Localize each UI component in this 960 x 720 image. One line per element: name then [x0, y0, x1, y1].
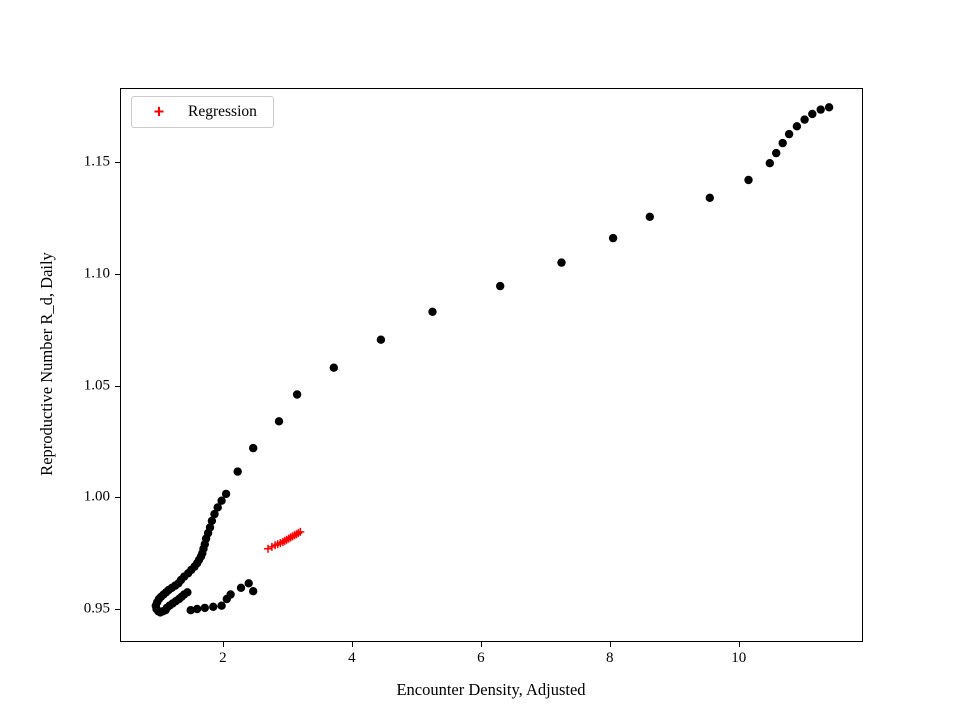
data-point: [183, 588, 192, 597]
data-point: [645, 212, 654, 221]
y-tick-mark: [115, 385, 120, 387]
data-point: [209, 602, 218, 611]
data-point: [816, 105, 825, 114]
data-point: [200, 603, 209, 613]
y-tick-mark: [115, 273, 120, 275]
x-axis-label: Encounter Density, Adjusted: [396, 680, 586, 699]
data-point: [226, 590, 235, 599]
data-point: [557, 258, 566, 267]
y-tick-mark: [115, 162, 120, 164]
x-tick-mark: [480, 642, 482, 647]
data-point: [213, 503, 222, 512]
data-point: [800, 115, 809, 124]
y-tick-label: 1.05: [83, 377, 110, 394]
y-tick-label: 0.95: [83, 600, 110, 617]
data-point: [192, 604, 202, 614]
data-point: [186, 606, 195, 615]
data-point: [772, 148, 781, 158]
data-point: [210, 509, 219, 519]
data-point: [792, 122, 802, 131]
data-point: [376, 335, 386, 344]
x-tick-label: 6: [477, 650, 485, 666]
data-point: [236, 583, 246, 592]
data-point: [608, 233, 618, 243]
data-point: [784, 129, 794, 139]
regression-point: [264, 544, 272, 553]
data-point: [765, 159, 774, 168]
x-tick-label: 4: [348, 650, 356, 666]
regression-point: [296, 527, 305, 536]
data-point: [233, 467, 242, 476]
data-point: [428, 307, 437, 316]
x-tick-mark: [738, 642, 740, 647]
x-tick-label: 8: [606, 650, 614, 666]
y-tick-label: 1.00: [83, 488, 110, 505]
y-axis-label: Reproductive Number R_d, Daily: [37, 252, 56, 476]
x-tick-mark: [609, 642, 611, 647]
legend-label: Regression: [188, 103, 257, 120]
x-tick-label: 10: [731, 650, 747, 666]
y-tick-mark: [115, 497, 120, 499]
legend: + Regression: [131, 96, 274, 128]
data-point: [808, 109, 817, 119]
data-point: [207, 516, 217, 525]
data-point: [205, 523, 215, 532]
data-point: [824, 103, 834, 112]
data-point: [217, 601, 226, 610]
data-point: [744, 175, 753, 185]
data-point: [249, 587, 258, 596]
data-point: [496, 281, 505, 291]
data-point: [705, 193, 714, 202]
x-tick-label: 2: [219, 650, 227, 666]
x-tick-mark: [222, 642, 224, 647]
data-point: [329, 363, 338, 372]
data-point: [221, 489, 231, 499]
y-tick-label: 1.15: [83, 153, 110, 170]
regression-marker-icon: +: [153, 101, 165, 122]
scatter-plot: [151, 103, 834, 617]
data-point: [274, 417, 284, 426]
y-tick-mark: [115, 609, 120, 610]
data-point: [292, 390, 302, 399]
x-tick-mark: [351, 642, 353, 647]
data-point: [778, 138, 787, 148]
plot-area: [120, 88, 863, 642]
data-point: [217, 496, 226, 505]
data-point: [244, 579, 253, 588]
y-tick-label: 1.10: [83, 265, 110, 282]
data-point: [249, 443, 258, 453]
